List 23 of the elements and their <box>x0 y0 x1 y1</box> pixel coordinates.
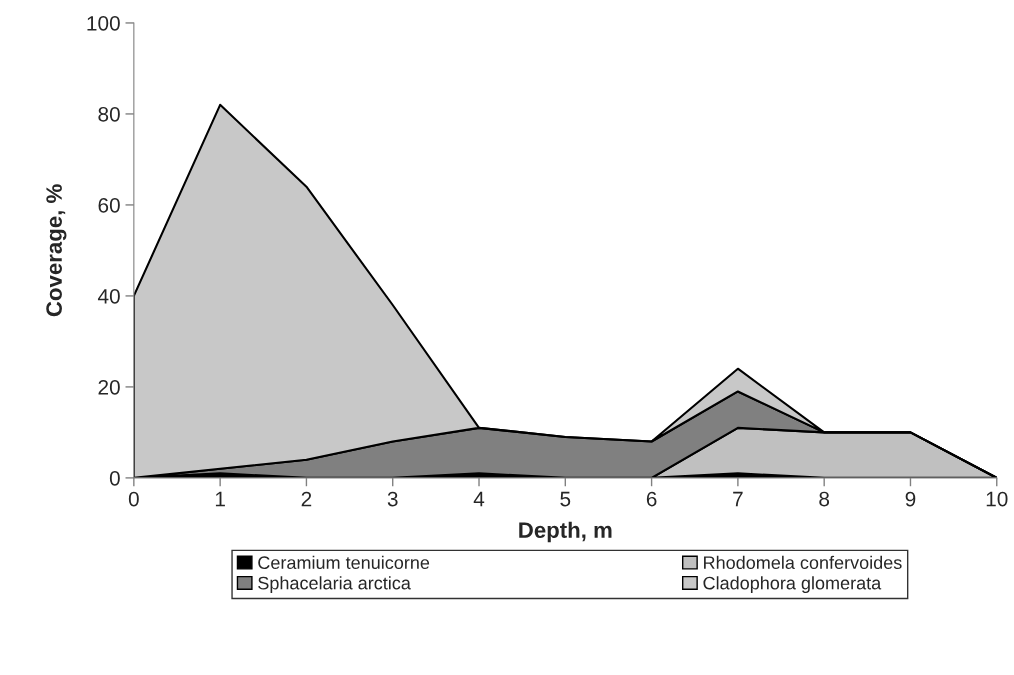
x-tick-label: 7 <box>733 491 743 507</box>
x-tick-label: 6 <box>646 491 657 507</box>
y-axis-title: Coverage, % <box>46 184 67 317</box>
x-tick-label: 3 <box>387 491 398 507</box>
y-tick-label: 0 <box>109 470 120 486</box>
legend-label: Cladophora glomerata <box>703 576 882 594</box>
x-tick-label: 9 <box>905 491 916 507</box>
y-tick-label: 80 <box>98 106 120 122</box>
legend-label: Ceramium tenuicorne <box>258 555 430 570</box>
x-axis-title: Depth, m <box>519 521 612 543</box>
x-tick-label: 2 <box>301 491 312 507</box>
x-tick-label: 8 <box>819 491 830 507</box>
legend-label: Sphacelaria arctica <box>258 576 411 594</box>
legend-label: Rhodomela confervoides <box>704 555 902 570</box>
x-tick-label: 0 <box>128 491 139 507</box>
x-tick-label: 5 <box>560 491 571 507</box>
x-tick-label: 4 <box>473 491 485 507</box>
y-tick-label: 60 <box>98 197 120 213</box>
y-tick-label: 100 <box>87 15 120 31</box>
x-tick-label: 1 <box>215 491 225 507</box>
x-tick-label: 10 <box>986 491 1008 507</box>
y-tick-label: 20 <box>98 379 120 395</box>
y-tick-label: 40 <box>97 288 120 304</box>
